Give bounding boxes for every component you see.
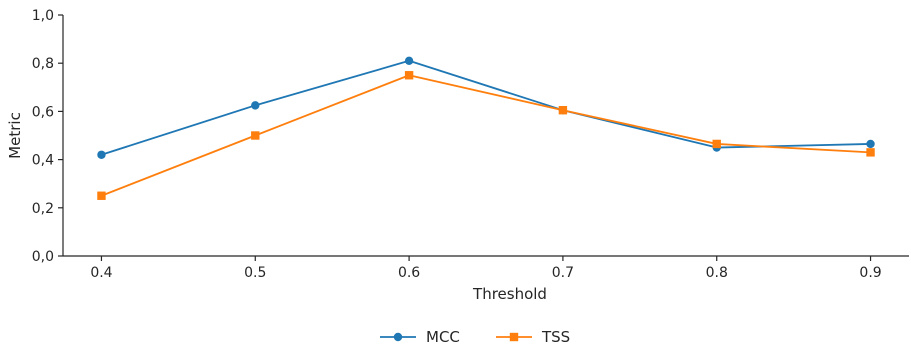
legend-item-mcc: MCC: [380, 328, 460, 346]
y-tick-label: 0,2: [32, 201, 54, 217]
mcc-point: [866, 139, 875, 149]
series-tss: [97, 71, 875, 200]
x-tick-label: 0.5: [244, 265, 266, 281]
mcc-line: [101, 59, 871, 156]
x-tick-label: 0.9: [859, 265, 881, 281]
y-axis-title: Metric: [6, 112, 24, 159]
mcc-point: [251, 101, 260, 110]
x-tick-label: 0.7: [552, 265, 574, 281]
tss-point: [97, 191, 106, 200]
y-tick-label: 0,6: [32, 104, 54, 120]
y-tick-label: 1,0: [32, 8, 54, 24]
legend-item-tss: TSS: [496, 328, 570, 346]
legend-label-tss: TSS: [541, 328, 570, 346]
legend: MCC TSS: [380, 328, 570, 346]
x-tick-label: 0.6: [398, 265, 420, 281]
tss-line: [101, 74, 871, 197]
tss-point: [251, 131, 260, 140]
mcc-point: [404, 56, 414, 65]
x-axis-ticks: 0.4 0.5 0.6 0.7 0.8 0.9: [90, 256, 882, 281]
x-tick-label: 0.8: [706, 265, 728, 281]
mcc-point: [97, 150, 106, 159]
tss-point: [558, 105, 568, 115]
series-layer: [97, 56, 875, 200]
legend-marker-tss: [509, 332, 519, 342]
x-axis-title: Threshold: [472, 285, 547, 303]
tss-point: [866, 148, 875, 157]
y-tick-label: 0,4: [32, 153, 54, 169]
series-mcc: [97, 56, 875, 159]
legend-label-mcc: MCC: [426, 328, 460, 346]
y-tick-label: 0,0: [32, 249, 54, 265]
axes: [62, 15, 909, 257]
y-axis-ticks: 0,0 0,2 0,4 0,6 0,8 1,0: [32, 8, 63, 265]
legend-marker-mcc: [393, 332, 403, 342]
y-tick-label: 0,8: [32, 56, 54, 72]
x-tick-label: 0.4: [90, 265, 112, 281]
tss-point: [712, 139, 721, 149]
tss-point: [404, 71, 414, 80]
